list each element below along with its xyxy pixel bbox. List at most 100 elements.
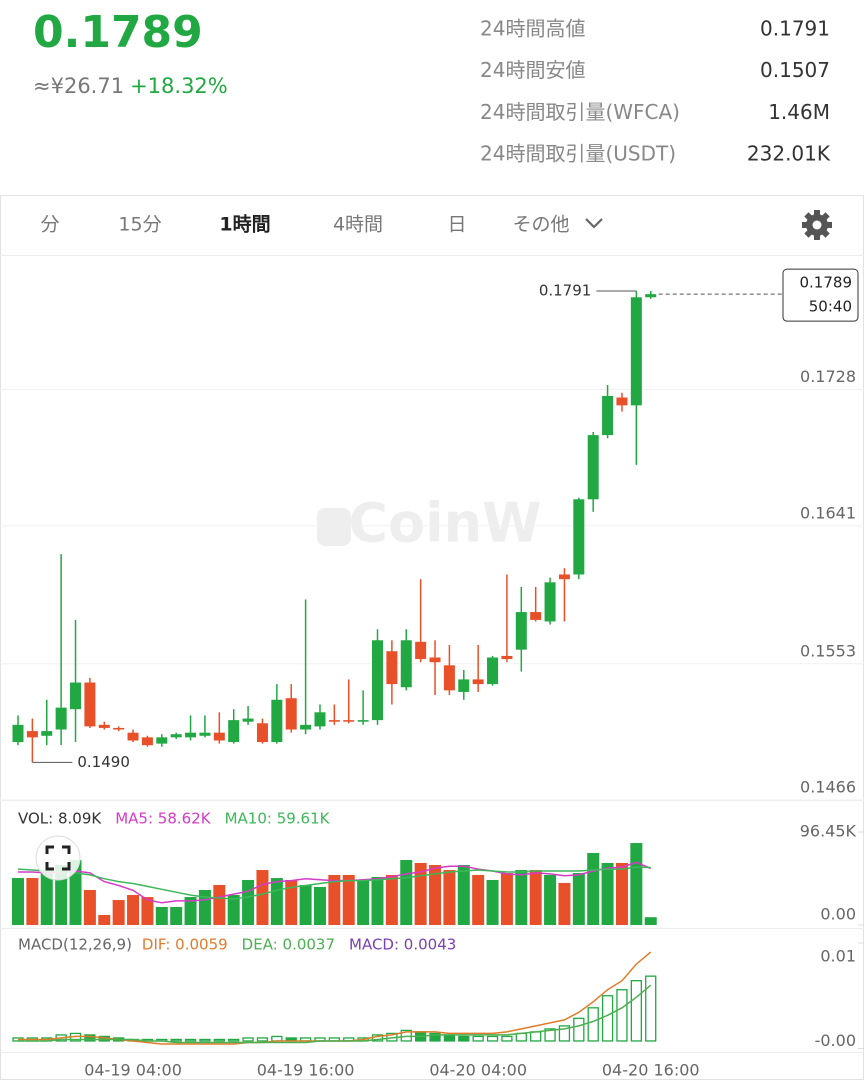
candle-body [113,727,125,730]
candle-body [256,723,268,743]
volume-bar [242,879,255,925]
candle-body [314,712,326,727]
volume-bar [213,884,226,925]
tab[interactable]: 分 [40,214,59,236]
macd-bar [199,1038,211,1042]
macd-bar [228,1038,240,1042]
tab[interactable]: その他 [512,214,569,236]
candle-body [558,574,570,580]
volume-bar [644,917,657,925]
candle-body [458,679,470,692]
volume-bar [83,889,96,925]
y-tick-label: -0.00 [815,1031,856,1050]
legend-entry: MA5: 58.62K [115,810,212,828]
stats: 24時間高値 0.1791 24時間安値 0.1507 24時間取引量(WFCA) 1.4… [480,17,831,166]
candle-body [156,737,168,744]
macd-bar [501,1035,513,1042]
macd-bar [84,1034,96,1042]
tab[interactable]: 15分 [118,214,161,236]
candle-body [242,718,254,722]
y-tick-label: 0.1641 [800,503,856,522]
gear-hole [812,220,822,230]
volume-bar [515,870,528,925]
volume-bar [270,878,283,925]
volume-bar [285,879,298,925]
fullscreen-button[interactable] [35,835,81,881]
macd-bar [458,1035,470,1042]
candle-body [573,499,585,575]
macd-bar [558,1025,571,1042]
legend-entry: MA10: 59.61K [225,810,331,828]
stat-label: 24時間取引量(USDT) [480,142,676,166]
fiat-price: ≈¥26.71 [33,74,124,98]
macd-bar [256,1037,269,1042]
tab[interactable]: 日 [447,214,466,236]
candle-body [328,720,340,722]
candle-body [487,657,499,685]
legend-entry: DEA: 0.0037 [242,936,335,954]
volume-bar [630,843,643,925]
volume-bar [601,863,614,925]
candle-body [26,731,38,738]
x-tick-label: 04-19 04:00 [84,1061,182,1080]
settings-icon[interactable] [796,204,838,246]
stat-value: 1.46M [768,100,830,124]
x-tick-label: 04-19 16:00 [257,1061,355,1080]
more-chevron[interactable] [585,218,603,229]
candle-body [12,724,24,743]
macd-bar [429,1032,441,1042]
candle-body [84,682,96,727]
candle-body [400,640,412,688]
candle-body [544,582,556,622]
volume-bar [227,895,240,925]
ma-line [18,861,651,904]
candle-body [228,720,240,743]
watermark-logo [317,508,351,546]
tab[interactable]: 1時間 [219,214,270,236]
y-tick-label: 0.1728 [800,367,856,386]
volume-bar [313,887,326,925]
candle-body [415,641,427,660]
macd-bar [242,1037,254,1042]
candle-body [630,297,642,406]
candle-body [41,731,53,736]
plot: 0.1466 0.1553 0.1641 0.1728 0.1791 0.1490 0.17… [0,268,864,1080]
volume-bar [400,860,413,925]
y-tick-label: 0.1553 [800,641,856,660]
volume-bar [256,870,269,925]
volume-bar [328,874,341,925]
candle-body [429,657,441,663]
macd-bar [213,1038,225,1042]
macd-bar [645,975,657,1042]
macd-title: MACD(12,26,9) [18,936,132,954]
volume-bar [40,870,53,925]
volume-bar [529,870,542,925]
x-tick-label: 04-20 04:00 [429,1061,527,1080]
macd-line [18,984,652,1044]
y-tick-label: 0.01 [820,947,856,966]
stat-value: 0.1791 [760,17,830,41]
macd-bar [170,1038,182,1042]
tab[interactable]: 4時間 [333,214,383,236]
candle-body [501,655,513,660]
candle-body [127,732,139,741]
volume-bar [371,876,384,925]
legend-entry: VOL: 8.09K [18,810,102,828]
macd-bar [630,980,642,1042]
candle-body [271,699,283,743]
candle-body [170,734,182,738]
y-tick-label: 96.45K [800,822,857,841]
candle-body [213,732,225,741]
stat-label: 24時間高値 [480,17,585,41]
volume-bar [26,878,39,925]
candle-body [285,698,297,730]
stat-value: 0.1507 [760,58,830,82]
candle-body [199,732,211,736]
candle-body [98,724,110,728]
volume-bar [127,895,140,925]
volume-bar [357,879,370,925]
ma-line [17,866,651,900]
macd-bar [573,1017,585,1042]
